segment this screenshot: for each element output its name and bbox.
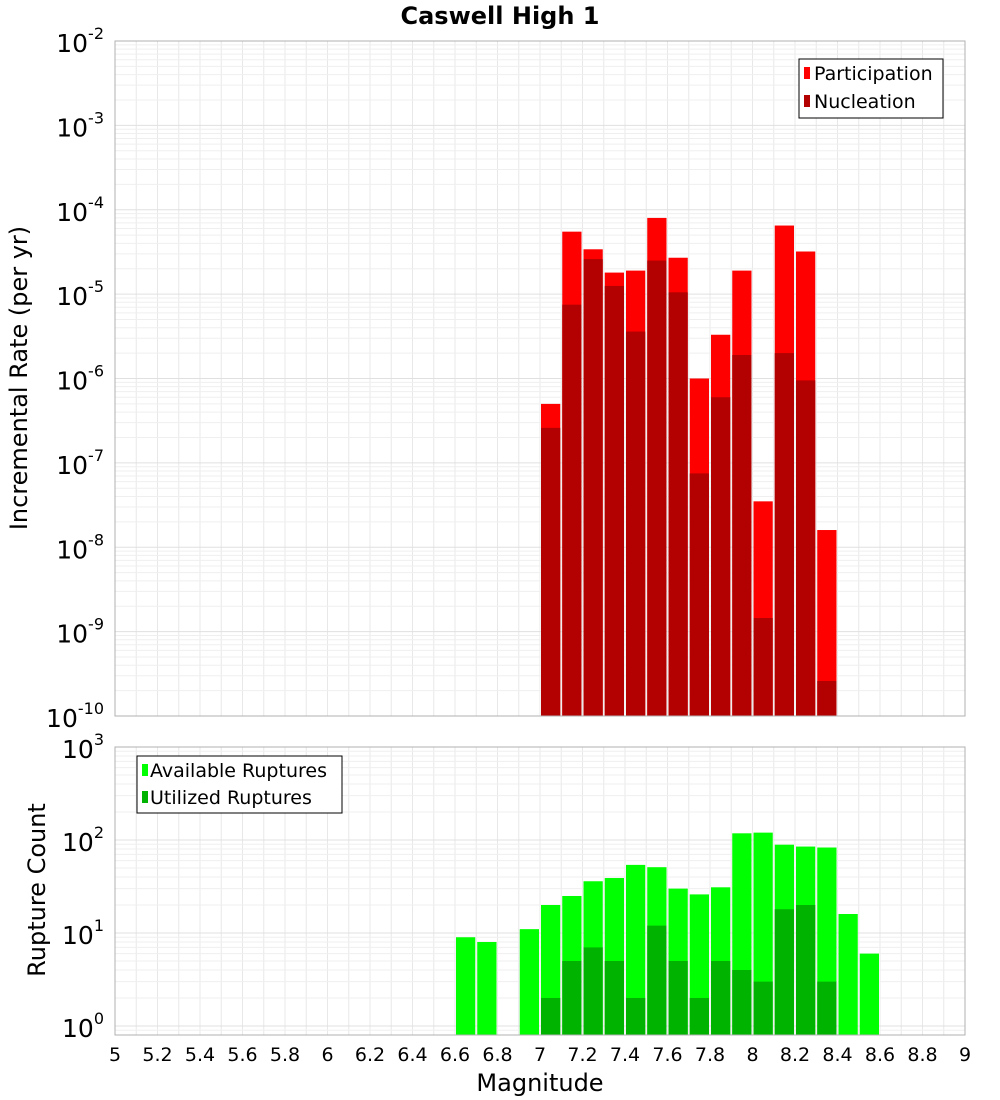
top-plot-frame <box>114 40 966 717</box>
bottom-y-tick-label: 103 <box>62 730 104 764</box>
bottom-plot-frame <box>114 746 966 1036</box>
bar-utilized-ruptures <box>604 960 624 1035</box>
legend-label-nucleation: Nucleation <box>814 91 916 113</box>
bar-utilized-ruptures <box>668 960 688 1035</box>
x-tick-label: 5.8 <box>270 1044 300 1066</box>
bar-available-ruptures <box>456 937 476 1035</box>
bar-nucleation <box>796 380 816 716</box>
x-tick-label: 7.2 <box>567 1044 597 1066</box>
x-tick-label: 8 <box>746 1044 758 1066</box>
top-y-tick-label: 10-10 <box>46 699 104 733</box>
bar-utilized-ruptures <box>541 997 561 1035</box>
bar-utilized-ruptures <box>711 960 731 1035</box>
x-tick-label: 8.8 <box>907 1044 937 1066</box>
bar-utilized-ruptures <box>817 981 837 1035</box>
x-tick-label: 8.6 <box>865 1044 895 1066</box>
x-tick-label: 5.4 <box>185 1044 215 1066</box>
top-y-tick-label: 10-6 <box>56 362 104 396</box>
top-y-tick-label: 10-3 <box>56 108 104 142</box>
bar-nucleation <box>604 285 624 716</box>
bar-utilized-ruptures <box>647 925 667 1035</box>
bar-utilized-ruptures <box>774 909 794 1035</box>
bottom-y-tick-label: 101 <box>62 916 104 950</box>
bar-utilized-ruptures <box>753 981 773 1035</box>
bottom-plot-area <box>114 746 966 1036</box>
legend-swatch-nucleation <box>804 95 810 107</box>
top-y-tick-label: 10-5 <box>56 277 104 311</box>
x-tick-label: 6 <box>321 1044 333 1066</box>
bar-available-ruptures <box>838 914 858 1035</box>
x-tick-label: 5.2 <box>142 1044 172 1066</box>
x-tick-label: 7 <box>534 1044 546 1066</box>
bar-utilized-ruptures <box>689 997 709 1035</box>
top-y-tick-label: 10-4 <box>56 193 104 227</box>
x-tick-label: 5.6 <box>227 1044 257 1066</box>
bar-participation <box>817 530 837 716</box>
x-tick-label: 6.8 <box>482 1044 512 1066</box>
bar-nucleation <box>774 353 794 716</box>
x-tick-label: 7.6 <box>652 1044 682 1066</box>
x-axis-label: Magnitude <box>476 1069 603 1097</box>
bar-nucleation <box>668 292 688 716</box>
x-tick-label: 6.6 <box>440 1044 470 1066</box>
legend-swatch-participation <box>804 67 810 79</box>
bar-available-ruptures <box>626 864 646 1035</box>
x-tick-label: 7.4 <box>610 1044 640 1066</box>
bar-utilized-ruptures <box>732 969 752 1035</box>
bottom-legend: Available Ruptures Utilized Ruptures <box>136 755 343 814</box>
bar-nucleation <box>689 473 709 716</box>
x-tick-label: 9 <box>959 1044 971 1066</box>
legend-label-utilized: Utilized Ruptures <box>150 787 312 809</box>
bar-nucleation <box>541 427 561 716</box>
x-tick-label: 6.2 <box>355 1044 385 1066</box>
bottom-y-axis-label: Rupture Count <box>23 803 51 977</box>
bottom-y-tick-label: 102 <box>62 823 104 857</box>
top-y-tick-label: 10-8 <box>56 530 104 564</box>
bar-utilized-ruptures <box>562 960 582 1035</box>
x-tick-label: 6.4 <box>397 1044 427 1066</box>
bottom-y-tick-label: 100 <box>62 1009 104 1043</box>
legend-label-available: Available Ruptures <box>150 760 327 782</box>
legend-swatch-utilized <box>142 791 148 803</box>
bar-nucleation <box>753 618 773 716</box>
top-plot-area <box>114 40 966 717</box>
legend-label-participation: Participation <box>814 63 933 85</box>
x-tick-label: 7.8 <box>695 1044 725 1066</box>
x-tick-label: 5 <box>109 1044 121 1066</box>
bar-nucleation <box>583 259 603 716</box>
top-y-tick-label: 10-2 <box>56 24 104 58</box>
bar-utilized-ruptures <box>796 904 816 1035</box>
bar-nucleation <box>732 354 752 716</box>
top-legend: Participation Nucleation <box>798 58 944 119</box>
bar-utilized-ruptures <box>583 947 603 1035</box>
x-tick-label: 8.4 <box>822 1044 852 1066</box>
bar-available-ruptures <box>477 942 497 1035</box>
bar-available-ruptures <box>519 929 539 1035</box>
bar-nucleation <box>711 397 731 716</box>
bar-available-ruptures <box>859 953 879 1035</box>
bar-nucleation <box>562 304 582 716</box>
x-tick-label: 8.2 <box>780 1044 810 1066</box>
top-y-tick-label: 10-7 <box>56 446 104 480</box>
top-y-tick-label: 10-9 <box>56 615 104 649</box>
bar-nucleation <box>626 331 646 716</box>
bar-nucleation <box>817 680 837 716</box>
bar-utilized-ruptures <box>626 997 646 1035</box>
legend-swatch-available <box>142 764 148 776</box>
top-y-axis-label: Incremental Rate (per yr) <box>5 226 33 530</box>
bar-nucleation <box>647 260 667 716</box>
chart-title: Caswell High 1 <box>401 2 600 30</box>
